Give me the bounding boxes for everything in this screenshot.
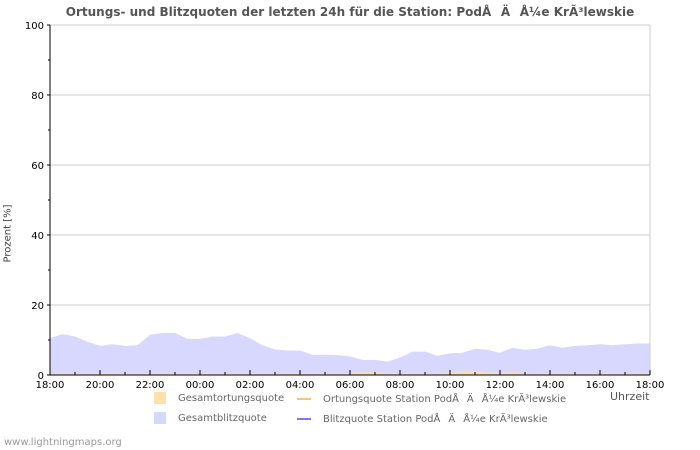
y-axis-label: Prozent [%] xyxy=(2,204,14,263)
legend-line-blitzquote xyxy=(297,418,311,420)
x-tick-label: 06:00 xyxy=(336,380,365,391)
legend-label: Ortungsquote Station PodÅÄ Å¼e KrÃ³lews… xyxy=(323,394,567,405)
chart-title: Ortungs- und Blitzquoten der letzten 24h… xyxy=(65,5,635,19)
area-gesamtblitzquote xyxy=(50,333,650,375)
x-tick-label: 10:00 xyxy=(436,380,465,391)
footer-link[interactable]: www.lightningmaps.org xyxy=(4,437,122,448)
y-tick-label: 80 xyxy=(31,91,44,102)
y-tick-label: 40 xyxy=(31,231,44,242)
legend-label: Gesamtortungsquote xyxy=(178,393,285,404)
x-tick-label: 22:00 xyxy=(136,380,165,391)
x-tick-label: 08:00 xyxy=(386,380,415,391)
legend-swatch-gesamtortungsquote xyxy=(154,392,166,404)
legend-swatch-gesamtblitzquote xyxy=(154,412,166,424)
legend-label: Blitzquote Station PodÅÄ Å¼e KrÃ³lewski… xyxy=(323,414,548,425)
x-tick-label: 16:00 xyxy=(586,380,615,391)
x-tick-label: 18:00 xyxy=(36,380,65,391)
x-tick-label: 12:00 xyxy=(486,380,515,391)
legend-label: Gesamtblitzquote xyxy=(178,413,267,424)
legend-line-ortungsquote xyxy=(297,398,311,400)
x-tick-label: 02:00 xyxy=(236,380,265,391)
x-tick-label: 04:00 xyxy=(286,380,315,391)
y-tick-label: 20 xyxy=(31,301,44,312)
y-tick-label: 100 xyxy=(25,21,44,32)
x-tick-label: 20:00 xyxy=(86,380,115,391)
x-tick-label: 14:00 xyxy=(536,380,565,391)
x-axis-label: Uhrzeit xyxy=(610,390,650,403)
y-tick-label: 0 xyxy=(38,371,44,382)
y-tick-label: 60 xyxy=(31,161,44,172)
x-tick-label: 18:00 xyxy=(636,380,665,391)
x-tick-label: 00:00 xyxy=(186,380,215,391)
